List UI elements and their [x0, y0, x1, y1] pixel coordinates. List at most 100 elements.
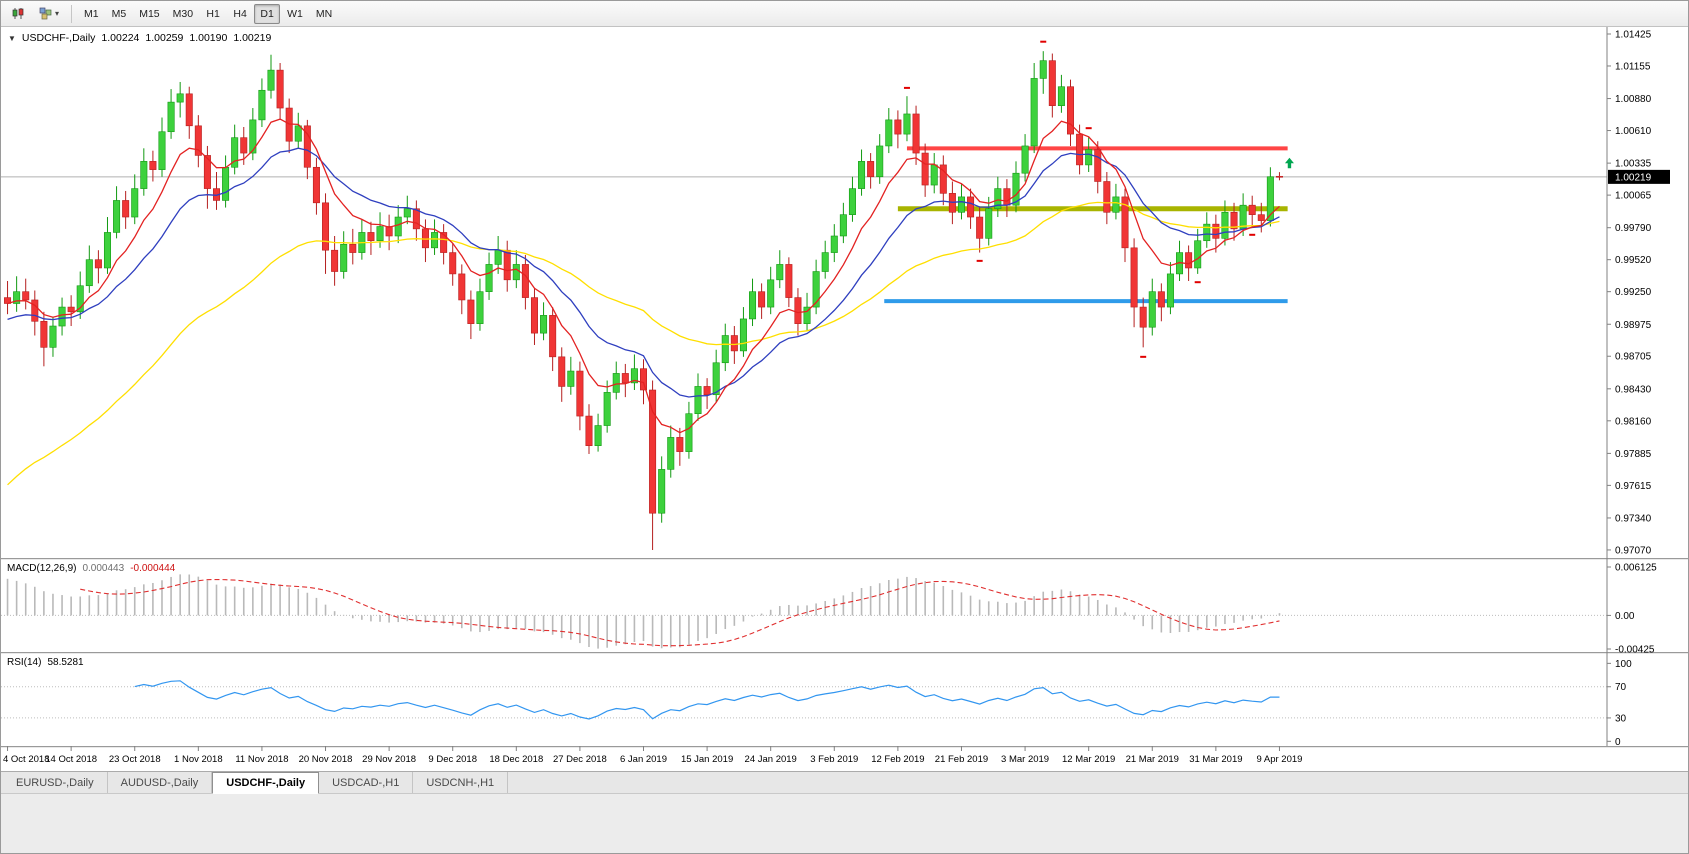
- candle-body: [885, 119, 893, 147]
- chart-window-button[interactable]: [5, 4, 32, 24]
- candle-body: [1094, 149, 1102, 182]
- candle-body: [149, 161, 157, 170]
- candle-body: [94, 259, 102, 269]
- price-axis-label: 0.98430: [1615, 384, 1652, 395]
- date-axis-label: 12 Feb 2019: [871, 754, 924, 765]
- status-strip: [1, 794, 1688, 853]
- candle-body: [185, 93, 193, 127]
- timeframe-button-d1[interactable]: D1: [254, 3, 281, 24]
- candle-body: [1103, 181, 1111, 213]
- tab-usdcnh-h1[interactable]: USDCNH-,H1: [413, 772, 509, 793]
- candle-body: [322, 202, 330, 251]
- candle-body: [458, 273, 466, 301]
- templates-icon: [39, 7, 52, 20]
- candle-body: [403, 208, 411, 218]
- candle-body: [667, 437, 675, 470]
- timeframe-button-h1[interactable]: H1: [200, 4, 226, 24]
- macd-axis-label: 0.00: [1615, 611, 1635, 622]
- candle-body: [1221, 211, 1229, 239]
- timeframe-button-m5[interactable]: M5: [106, 4, 133, 24]
- timeframe-button-h4[interactable]: H4: [227, 4, 253, 24]
- date-axis-label: 11 Nov 2018: [235, 754, 288, 765]
- candle-body: [203, 155, 211, 189]
- candle-body: [612, 373, 620, 393]
- rsi-axis-label: 0: [1615, 737, 1621, 748]
- candle-body: [13, 291, 21, 304]
- candle-body: [730, 335, 738, 352]
- candle-body: [794, 297, 802, 324]
- candle-body: [476, 291, 484, 324]
- candle-body: [158, 131, 166, 170]
- tab-audusd-daily[interactable]: AUDUSD-,Daily: [108, 772, 213, 793]
- timeframe-button-m1[interactable]: M1: [78, 4, 105, 24]
- tab-usdcad-h1[interactable]: USDCAD-,H1: [319, 772, 414, 793]
- candle-body: [1157, 291, 1165, 308]
- candle-body: [440, 232, 448, 253]
- templates-button[interactable]: ▾: [33, 4, 65, 24]
- candle-body: [103, 232, 111, 269]
- price-axis-label: 0.98160: [1615, 416, 1652, 427]
- candle-body: [303, 125, 311, 168]
- chart-area[interactable]: 1.01425 1.01155 1.00880 1.00610 1.00335 1.000…: [1, 27, 1689, 771]
- candle-body: [876, 145, 884, 178]
- ma-line-medium: [7, 147, 1280, 398]
- fractal-marker: [1040, 40, 1047, 43]
- price-axis-label: 1.00880: [1615, 94, 1652, 105]
- candle-body: [1185, 252, 1193, 269]
- date-axis-label: 20 Nov 2018: [299, 754, 353, 765]
- symbol-dropdown-icon[interactable]: ▼: [8, 33, 16, 43]
- candle-body: [976, 216, 984, 239]
- macd-signal-line: [80, 578, 1280, 647]
- timeframe-button-mn[interactable]: MN: [310, 4, 338, 24]
- candle-body: [1112, 196, 1120, 213]
- timeframe-button-m15[interactable]: M15: [133, 4, 165, 24]
- candle-body: [167, 101, 175, 133]
- candle-body: [312, 166, 320, 204]
- chart-background: [1, 27, 1688, 771]
- candle-body: [1030, 78, 1038, 147]
- date-axis-label: 27 Dec 2018: [553, 754, 607, 765]
- candle-body: [749, 291, 757, 320]
- timeframe-button-m30[interactable]: M30: [167, 4, 199, 24]
- candle-body: [994, 188, 1002, 210]
- candle-body: [685, 413, 693, 452]
- candle-body: [1230, 211, 1238, 230]
- candle-body: [431, 232, 439, 249]
- candle-body: [1085, 149, 1093, 166]
- candle-body: [912, 113, 920, 154]
- candle-body: [649, 389, 657, 514]
- candle-body: [530, 297, 538, 334]
- candle-body: [540, 315, 548, 334]
- date-axis-label: 23 Oct 2018: [109, 754, 161, 765]
- chart-canvas[interactable]: 1.01425 1.01155 1.00880 1.00610 1.00335 1.000…: [1, 27, 1689, 771]
- date-axis-label: 12 Mar 2019: [1062, 754, 1115, 765]
- candle-body: [676, 437, 684, 452]
- price-axis-label: 0.97070: [1615, 545, 1652, 556]
- candle-body: [249, 119, 257, 154]
- timeframe-button-w1[interactable]: W1: [281, 4, 309, 24]
- candle-body: [703, 386, 711, 396]
- candle-body: [467, 299, 475, 324]
- candle-body: [894, 119, 902, 135]
- candle-body: [1057, 86, 1065, 106]
- candlesticks: [4, 51, 1283, 550]
- candle-body: [803, 306, 811, 324]
- tab-eurusd-daily[interactable]: EURUSD-,Daily: [3, 772, 108, 793]
- candle-body: [276, 69, 284, 109]
- candle-body: [785, 264, 793, 298]
- candle-body: [1266, 176, 1274, 221]
- tab-usdchf-daily[interactable]: USDCHF-,Daily: [212, 772, 320, 794]
- candle-body: [767, 279, 775, 308]
- date-axis-label: 14 Oct 2018: [45, 754, 97, 765]
- candle-body: [549, 315, 557, 358]
- price-axis-label: 1.01425: [1615, 29, 1652, 40]
- candle-body: [721, 335, 729, 364]
- trade-arrow-icon: [1284, 157, 1294, 169]
- candle-body: [67, 306, 75, 313]
- candle-body: [194, 125, 202, 156]
- candle-body: [1039, 60, 1047, 79]
- candle-body: [394, 216, 402, 237]
- candle-body: [939, 164, 947, 194]
- candle-body: [412, 208, 420, 230]
- candle-body: [1166, 273, 1174, 308]
